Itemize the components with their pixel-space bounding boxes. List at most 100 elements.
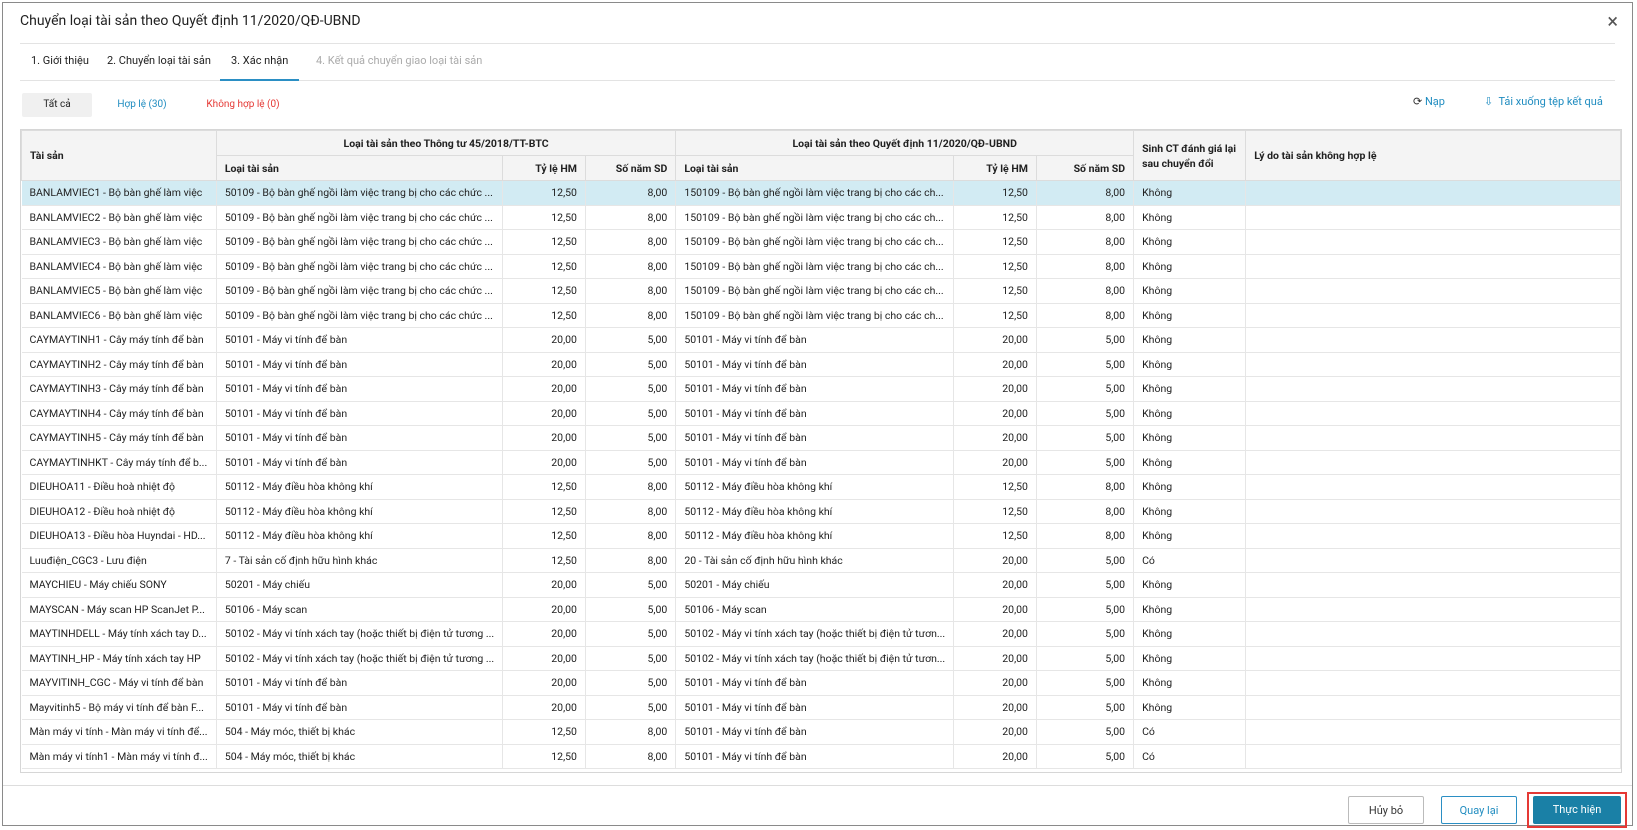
table-cell: 8,00	[1036, 205, 1135, 230]
table-row[interactable]: CAYMAYTINH3 - Cây máy tính để bàn 50101 -…	[21, 376, 1621, 402]
filter-valid[interactable]: Hợp lệ (30)	[117, 99, 167, 110]
table-cell: 12,50	[953, 523, 1037, 549]
tab-active[interactable]: 3. Xác nhận	[220, 44, 300, 81]
header-cell: Tài sản	[21, 130, 217, 181]
table-cell: 8,00	[585, 523, 677, 549]
table-cell: 5,00	[1036, 621, 1135, 647]
table-cell: 12,50	[502, 548, 586, 573]
table-cell: 8,00	[1036, 474, 1135, 500]
table-row[interactable]: CAYMAYTINH2 - Cây máy tính để bàn 50101 -…	[21, 352, 1621, 377]
table-cell: 50101 - Máy vi tính để bàn	[675, 376, 955, 402]
table-cell: 50112 - Máy điều hòa không khí	[675, 499, 955, 524]
table-cell: Không	[1133, 670, 1247, 696]
back-button[interactable]: Quay lại	[1441, 796, 1517, 824]
table-row[interactable]: BANLAMVIEC4 - Bộ bàn ghế làm việc 50109 -…	[21, 254, 1621, 279]
table-row[interactable]: Màn máy vi tính - Màn máy vi tính để... 5…	[21, 719, 1621, 745]
table-cell: 50101 - Máy vi tính để bàn	[675, 744, 955, 769]
table-row[interactable]: BANLAMVIEC2 - Bộ bàn ghế làm việc 50109 -…	[21, 205, 1621, 230]
table-row[interactable]: BANLAMVIEC5 - Bộ bàn ghế làm việc 50109 -…	[21, 278, 1621, 304]
table-cell: 50102 - Máy vi tính xách tay (hoặc thiết…	[675, 646, 955, 671]
table-cell: 5,00	[1036, 744, 1135, 769]
table-cell: Không	[1133, 254, 1247, 279]
close-button[interactable]: ×	[1607, 9, 1618, 33]
table-row[interactable]: DIEUHOA11 - Điều hoà nhiệt độ 50112 - Máy…	[21, 474, 1621, 500]
table-cell-empty	[1245, 719, 1621, 745]
table-row[interactable]: Mayvitinh5 - Bộ máy vi tính để bàn F... 5…	[21, 695, 1621, 720]
table-cell: 12,50	[502, 180, 586, 206]
table-cell: 12,50	[953, 278, 1037, 304]
table-row[interactable]: CAYMAYTINH1 - Cây máy tính để bàn 50101 -…	[21, 327, 1621, 353]
reload-button[interactable]: ⟳ Nạp	[1413, 95, 1445, 108]
table-cell: 50101 - Máy vi tính để bàn	[216, 450, 504, 475]
table-cell: 8,00	[1036, 180, 1135, 206]
table-cell: 20,00	[953, 401, 1037, 426]
table-cell: Không	[1133, 352, 1247, 377]
table-cell-empty	[1245, 548, 1621, 573]
table-cell: 150109 - Bộ bàn ghế ngồi làm việc trang …	[675, 205, 955, 230]
table-cell: 5,00	[585, 646, 677, 671]
table-cell: 50101 - Máy vi tính để bàn	[675, 450, 955, 475]
table-row[interactable]: CAYMAYTINHKT - Cây máy tính để b... 50101…	[21, 450, 1621, 475]
table-row[interactable]: BANLAMVIEC3 - Bộ bàn ghế làm việc 50109 -…	[21, 229, 1621, 255]
table-cell: 20,00	[502, 670, 586, 696]
table-cell: 20,00	[953, 352, 1037, 377]
table-row[interactable]: MAYVITINH_CGC - Máy vi tính để bàn 50101 …	[21, 670, 1621, 696]
table-cell: Có	[1133, 548, 1247, 573]
table-row[interactable]: CAYMAYTINH4 - Cây máy tính để bàn 50101 -…	[21, 401, 1621, 426]
table-cell: 50109 - Bộ bàn ghế ngồi làm việc trang b…	[216, 254, 504, 279]
table-cell: DIEUHOA12 - Điều hoà nhiệt độ	[21, 499, 217, 524]
table-cell: 50112 - Máy điều hòa không khí	[216, 523, 504, 549]
table-row[interactable]: MAYTINHDELL - Máy tính xách tay D... 5010…	[21, 621, 1621, 647]
table-cell: 20,00	[953, 450, 1037, 475]
table-cell: 12,50	[502, 278, 586, 304]
download-button[interactable]: ⇩ Tải xuống tệp kết quả	[1484, 95, 1603, 108]
table-row[interactable]: CAYMAYTINH5 - Cây máy tính để bàn 50101 -…	[21, 425, 1621, 451]
table-row[interactable]: Màn máy vi tính1 - Màn máy vi tính đ... 5…	[21, 744, 1621, 769]
tab[interactable]: 1. Giới thiệu	[31, 54, 89, 67]
table-cell-empty	[1245, 229, 1621, 255]
table-cell: 20,00	[953, 646, 1037, 671]
table-cell: 5,00	[1036, 597, 1135, 622]
table-cell: 20,00	[502, 352, 586, 377]
table-cell: 20,00	[502, 597, 586, 622]
table-row[interactable]: Luuđiện_CGC3 - Lưu điện 7 - Tài sản cố đị…	[21, 548, 1621, 573]
table-cell-empty	[1245, 646, 1621, 671]
table-row[interactable]: DIEUHOA13 - Điều hòa Huyndai - HD... 5011…	[21, 523, 1621, 549]
table-cell: 5,00	[585, 621, 677, 647]
table-cell: 20,00	[953, 376, 1037, 402]
table-cell: 5,00	[1036, 327, 1135, 353]
table-cell: 8,00	[585, 744, 677, 769]
table-cell: MAYTINHDELL - Máy tính xách tay D...	[21, 621, 217, 647]
table-cell: 50101 - Máy vi tính để bàn	[675, 425, 955, 451]
table-row[interactable]: MAYSCAN - Máy scan HP ScanJet P... 50106 …	[21, 597, 1621, 622]
table-row[interactable]: BANLAMVIEC1 - Bộ bàn ghế làm việc 50109 -…	[21, 180, 1621, 206]
table-cell: 150109 - Bộ bàn ghế ngồi làm việc trang …	[675, 303, 955, 328]
table-row[interactable]: DIEUHOA12 - Điều hoà nhiệt độ 50112 - Máy…	[21, 499, 1621, 524]
table-cell: 50109 - Bộ bàn ghế ngồi làm việc trang b…	[216, 278, 504, 304]
table-cell: 5,00	[585, 376, 677, 402]
cancel-button[interactable]: Hủy bỏ	[1348, 796, 1424, 824]
filter-all[interactable]: Tất cả	[22, 93, 92, 117]
table-row[interactable]: BANLAMVIEC6 - Bộ bàn ghế làm việc 50109 -…	[21, 303, 1621, 328]
table-cell: CAYMAYTINH3 - Cây máy tính để bàn	[21, 376, 217, 402]
filter-invalid[interactable]: Không hợp lệ (0)	[206, 99, 280, 110]
submit-button[interactable]: Thực hiện	[1533, 796, 1621, 824]
header-cell: Tỷ lệ HM	[953, 155, 1037, 181]
table-cell: CAYMAYTINH1 - Cây máy tính để bàn	[21, 327, 217, 353]
table-cell: Không	[1133, 474, 1247, 500]
table-cell: 20 - Tài sản cố định hữu hình khác	[675, 548, 955, 573]
table-cell: 20,00	[502, 695, 586, 720]
table-cell: Không	[1133, 695, 1247, 720]
tab[interactable]: 2. Chuyển loại tài sản	[107, 54, 211, 67]
table-cell: 5,00	[1036, 376, 1135, 402]
table-cell: 20,00	[502, 621, 586, 647]
header-cell: Tỷ lệ HM	[502, 155, 586, 181]
table-row[interactable]: MAYTINH_HP - Máy tính xách tay HP 50102 -…	[21, 646, 1621, 671]
table-cell: 8,00	[585, 278, 677, 304]
table-cell: 5,00	[1036, 548, 1135, 573]
table-cell: 12,50	[502, 523, 586, 549]
table-row[interactable]: MAYCHIEU - Máy chiếu SONY 50201 - Máy chi…	[21, 572, 1621, 598]
table-cell: 50101 - Máy vi tính để bàn	[216, 425, 504, 451]
table-cell: 5,00	[1036, 450, 1135, 475]
table-cell: 12,50	[953, 205, 1037, 230]
